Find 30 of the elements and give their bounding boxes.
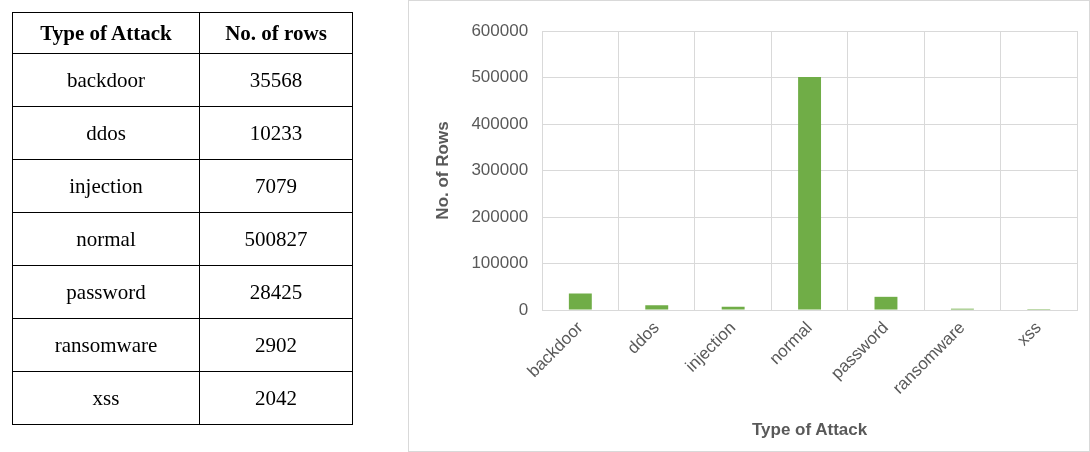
data-label: 35568 <box>199 53 353 107</box>
category-label: backdoor <box>12 53 200 107</box>
bar <box>721 306 745 310</box>
bar <box>645 305 669 310</box>
y-tick-label: 200000 <box>471 206 529 226</box>
data-label: 28425 <box>199 265 353 319</box>
category-label: xss <box>12 371 200 425</box>
data-label: 10233 <box>199 106 353 160</box>
text: Type of Attack <box>12 12 200 54</box>
category-label: normal <box>12 212 200 266</box>
y-tick-label: 0 <box>518 299 529 319</box>
category-label: injection <box>12 159 200 213</box>
bar <box>568 293 592 310</box>
y-tick-label: 600000 <box>471 20 529 40</box>
category-label: ddos <box>12 106 200 160</box>
y-tick-label: 300000 <box>471 160 529 180</box>
bar <box>798 77 822 310</box>
y-tick-label: 400000 <box>471 113 529 133</box>
x-tick-label: xss <box>1013 317 1045 350</box>
text: No. of rows <box>199 12 353 54</box>
data-label: 7079 <box>199 159 353 213</box>
x-axis-title: Type of Attack <box>751 420 868 440</box>
y-tick-label: 100000 <box>471 253 529 273</box>
category-label: password <box>12 265 200 319</box>
data-label: 2042 <box>199 371 353 425</box>
y-axis-title: No. of Rows <box>432 121 452 220</box>
y-tick-label: 500000 <box>471 67 529 87</box>
data-label: 2902 <box>199 318 353 372</box>
data-label: 500827 <box>199 212 353 266</box>
bar <box>874 296 898 310</box>
